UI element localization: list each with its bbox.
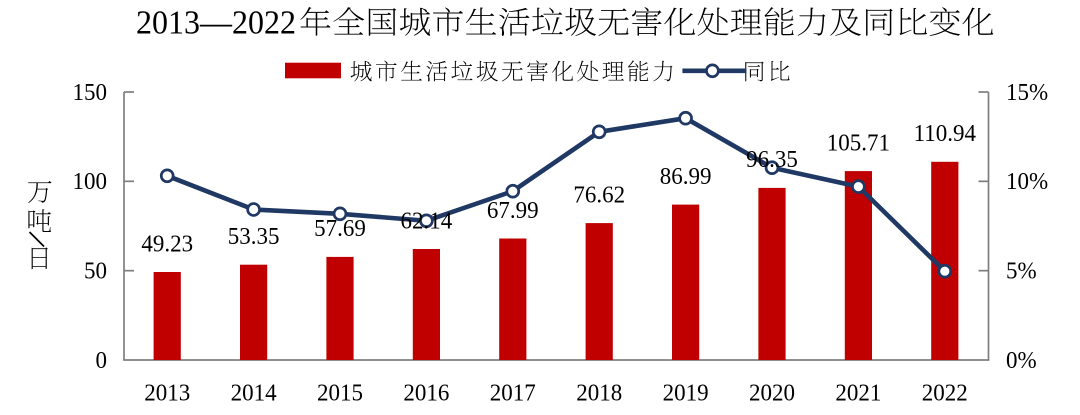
svg-text:15%: 15%	[1006, 79, 1048, 106]
svg-text:2020: 2020	[749, 380, 795, 407]
svg-text:86.99: 86.99	[660, 163, 712, 190]
svg-text:2017: 2017	[490, 380, 536, 407]
svg-text:76.62: 76.62	[573, 182, 625, 209]
svg-text:96.35: 96.35	[746, 147, 798, 174]
svg-text:2019: 2019	[663, 380, 709, 407]
svg-text:2016: 2016	[403, 380, 449, 407]
svg-text:2013: 2013	[144, 380, 190, 407]
svg-text:49.23: 49.23	[141, 231, 193, 258]
svg-text:62.14: 62.14	[401, 208, 453, 235]
svg-text:2014: 2014	[231, 380, 277, 407]
svg-text:2021: 2021	[835, 380, 881, 407]
svg-text:2015: 2015	[317, 380, 363, 407]
svg-text:5%: 5%	[1006, 258, 1037, 285]
svg-text:2018: 2018	[576, 380, 622, 407]
svg-text:0%: 0%	[1006, 347, 1037, 374]
svg-text:67.99: 67.99	[487, 197, 539, 224]
svg-text:0: 0	[96, 347, 107, 374]
svg-text:57.69: 57.69	[314, 216, 366, 243]
svg-text:53.35: 53.35	[228, 223, 280, 250]
svg-text:110.94: 110.94	[914, 120, 976, 147]
svg-text:150: 150	[73, 79, 107, 106]
svg-text:50: 50	[84, 258, 107, 285]
svg-text:105.71: 105.71	[827, 130, 890, 157]
svg-text:100: 100	[73, 169, 107, 196]
svg-text:2013—2022: 2013—2022	[136, 4, 296, 42]
svg-text:2022: 2022	[922, 380, 968, 407]
svg-text:10%: 10%	[1006, 169, 1048, 196]
